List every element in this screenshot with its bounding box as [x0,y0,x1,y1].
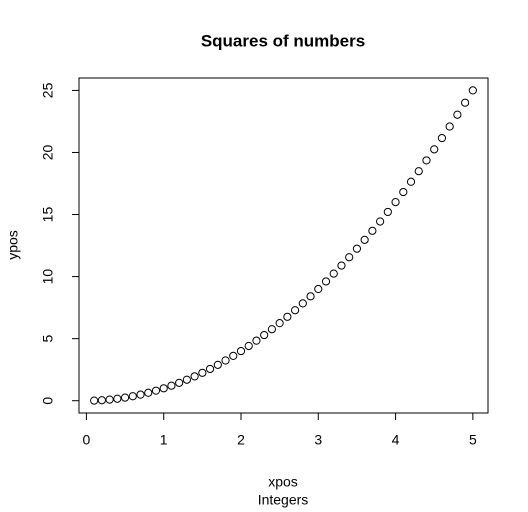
point [306,292,315,301]
point [97,396,106,405]
x-tick-label: 4 [392,432,400,448]
y-tick-label: 10 [40,269,56,285]
point [453,110,462,119]
y-tick-label: 20 [40,144,56,160]
point [321,277,331,286]
plot-box [78,77,489,414]
point [399,187,408,197]
x-tick-label: 1 [160,432,168,448]
point [445,122,454,131]
point [275,319,284,328]
point [437,133,447,143]
point [190,372,199,381]
chart-title: Squares of numbers [201,31,365,50]
point [360,235,369,244]
y-tick-label: 0 [40,397,56,405]
point [267,325,277,334]
point [205,364,215,374]
point [151,386,161,395]
point [182,375,191,384]
y-axis-label: ypos [5,230,21,260]
point [298,299,307,308]
point [422,156,431,165]
point [391,198,400,207]
point [136,390,145,399]
point [213,360,222,369]
point [159,384,168,393]
point [414,167,423,176]
point [376,217,385,226]
point [90,396,99,405]
y-tick-label: 25 [40,82,56,98]
y-tick-label: 5 [40,335,56,343]
point [430,145,439,154]
point [290,306,300,315]
point [120,393,130,402]
point [105,395,114,404]
point [221,356,230,365]
x-tick-label: 0 [83,432,91,448]
point [468,86,477,95]
point [113,394,122,403]
point [368,226,377,235]
point [260,330,269,340]
point [352,244,362,253]
point [144,388,153,397]
point [229,351,238,361]
point [406,177,416,186]
point [314,284,323,294]
point [198,368,207,377]
subtitle: Integers [258,492,309,508]
x-tick-label: 3 [314,432,322,448]
x-axis-label: xpos [268,474,298,490]
point [128,392,137,401]
point [175,378,184,387]
point [244,341,253,351]
x-tick-label: 5 [469,432,477,448]
y-tick-label: 15 [40,207,56,223]
point [461,98,470,107]
point [167,381,176,390]
point [236,346,246,356]
point [345,253,354,262]
point [337,261,346,270]
point [283,312,292,321]
x-tick-label: 2 [237,432,245,448]
point [329,269,338,278]
point [252,336,261,345]
point [383,207,392,217]
